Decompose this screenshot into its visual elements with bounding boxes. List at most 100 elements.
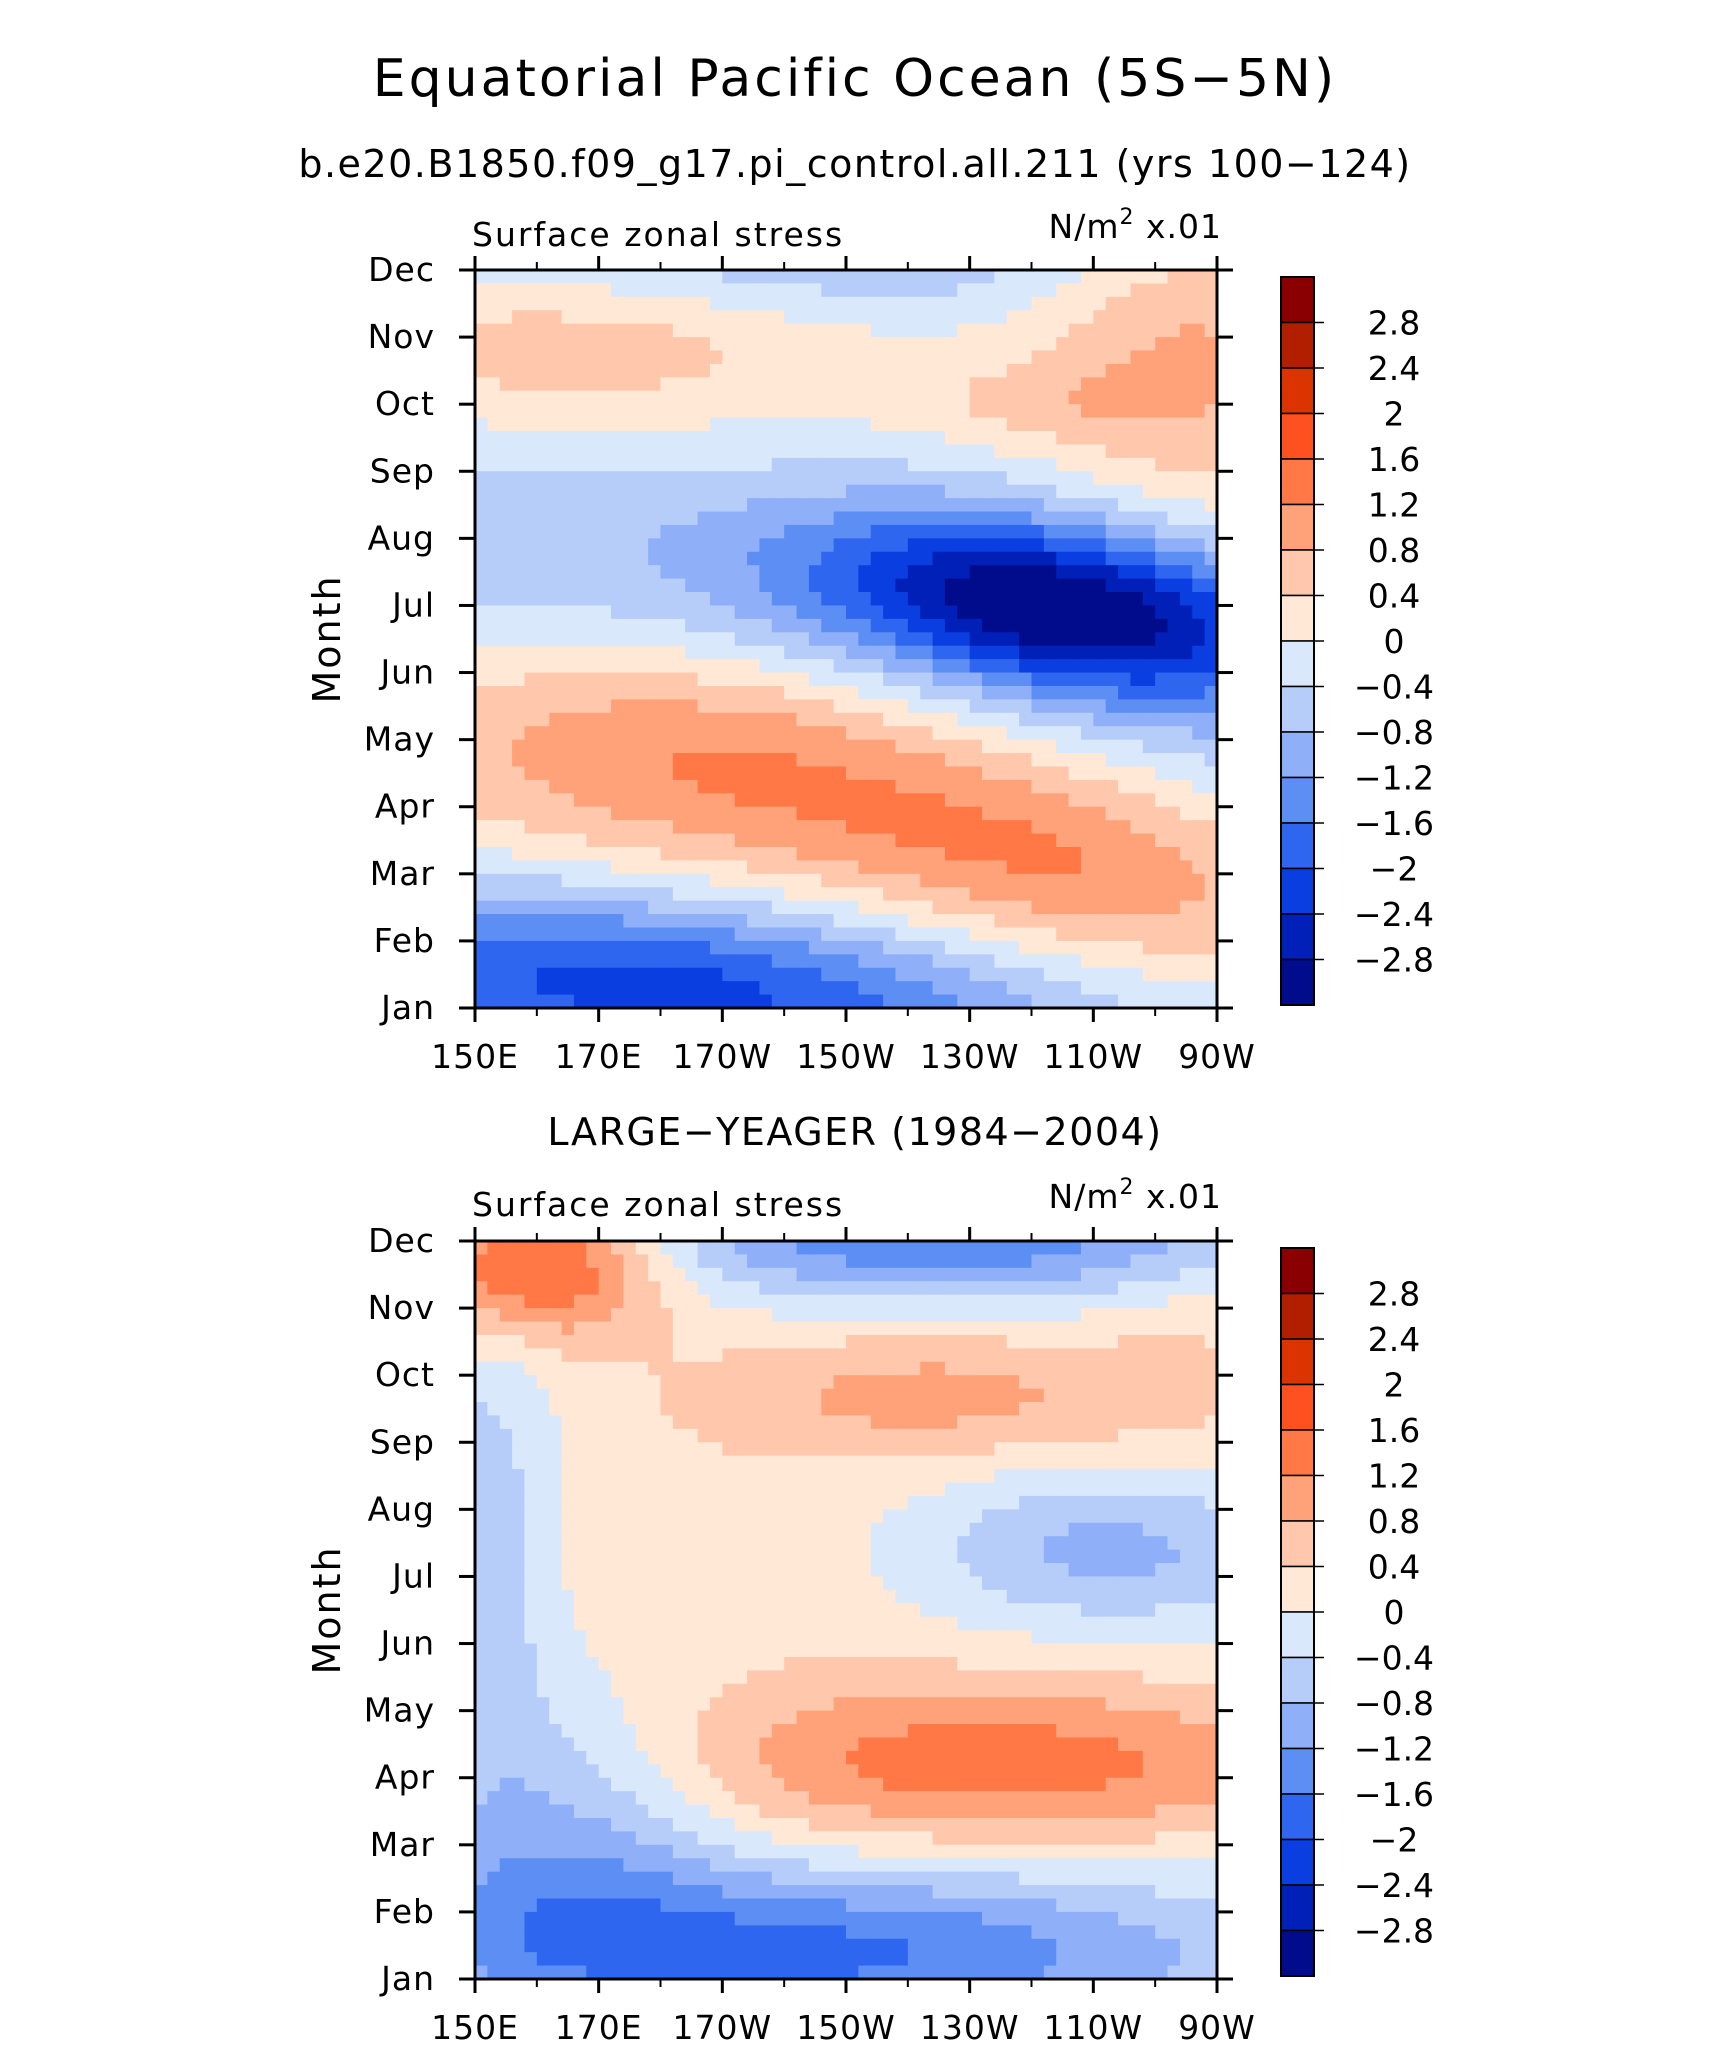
contour-cell [883,967,897,982]
contour-cell [536,511,550,526]
contour-cell [561,1415,575,1430]
contour-cell [1118,417,1132,432]
contour-cell [672,565,686,580]
contour-cell [512,1294,526,1309]
contour-cell [524,873,538,888]
contour-cell [1006,1334,1020,1349]
contour-cell [1204,592,1218,607]
contour-cell [920,726,934,741]
contour-cell [1192,1375,1206,1390]
contour-cell [833,726,847,741]
contour-cell [932,1308,946,1323]
contour-cell [561,1281,575,1296]
contour-cell [697,739,711,754]
contour-cell [907,1267,921,1282]
contour-cell [1019,471,1033,486]
contour-cell [796,1549,810,1564]
contour-cell [573,873,587,888]
contour-cell [697,498,711,513]
contour-cell [1130,1563,1144,1578]
contour-cell [982,498,995,513]
contour-cell [549,618,563,633]
contour-cell [1105,1241,1119,1256]
contour-cell [821,1495,835,1510]
contour-cell [1179,793,1193,808]
contour-cell [747,605,761,620]
contour-cell [722,1522,736,1537]
contour-cell [895,390,909,405]
contour-cell [561,310,575,325]
contour-cell [969,1469,983,1484]
contour-cell [1080,1388,1094,1403]
contour-cell [846,323,859,338]
contour-cell [487,820,501,835]
contour-cell [549,699,563,714]
contour-cell [648,793,662,808]
contour-cell [623,712,637,727]
contour-cell [920,672,934,687]
colorbar-swatch [1280,549,1315,597]
contour-cell [1080,431,1094,446]
contour-cell [1179,323,1193,338]
contour-cell [982,457,995,472]
contour-cell [672,632,686,647]
contour-cell [561,1536,575,1551]
contour-cell [932,766,946,781]
contour-cell [870,1254,884,1269]
contour-cell [499,1563,513,1578]
contour-cell [549,578,563,593]
contour-cell [1118,1281,1132,1296]
contour-cell [512,323,526,338]
contour-cell [475,820,488,835]
contour-cell [1031,1321,1045,1336]
contour-cell [1093,1495,1107,1510]
contour-cell [1043,632,1057,647]
contour-cell [524,618,538,633]
contour-cell [1019,1281,1033,1296]
contour-cell [734,337,748,352]
panel-1: b.e20.B1850.f09_g17.pi_control.all.211 (… [298,142,1434,1076]
contour-cell [685,1549,699,1564]
contour-cell [1155,739,1169,754]
contour-cell [1093,417,1107,432]
contour-cell [536,551,550,566]
contour-cell [685,1576,699,1591]
contour-cell [982,914,995,929]
contour-cell [611,538,624,553]
contour-cell [1179,1549,1193,1564]
contour-cell [1204,1495,1218,1510]
contour-cell [734,377,748,392]
contour-cell [957,833,971,848]
contour-cell [598,511,612,526]
contour-cell [895,1495,909,1510]
contour-cell [573,1375,587,1390]
contour-cell [549,739,563,754]
contour-cell [944,363,958,378]
contour-cell [784,565,798,580]
contour-cell [648,417,662,432]
contour-cell [635,283,649,298]
contour-cell [487,1495,501,1510]
contour-cell [883,1509,897,1524]
contour-cell [1130,699,1144,714]
contour-cell [524,806,538,821]
contour-cell [475,1509,488,1524]
contour-cell [1179,1308,1193,1323]
contour-cell [808,1549,822,1564]
contour-cell [524,659,538,674]
contour-cell [487,1294,501,1309]
contour-cell [1204,323,1218,338]
contour-cell [1118,538,1132,553]
contour-cell [796,1522,810,1537]
contour-cell [944,498,958,513]
contour-cell [920,753,934,768]
contour-cell [821,793,835,808]
contour-cell [573,739,587,754]
contour-cell [920,1469,934,1484]
contour-cell [747,860,761,875]
contour-cell [722,914,736,929]
x-tick-label: 130W [920,1037,1020,1076]
contour-cell [969,592,983,607]
contour-cell [1142,444,1156,459]
contour-cell [1019,1495,1033,1510]
